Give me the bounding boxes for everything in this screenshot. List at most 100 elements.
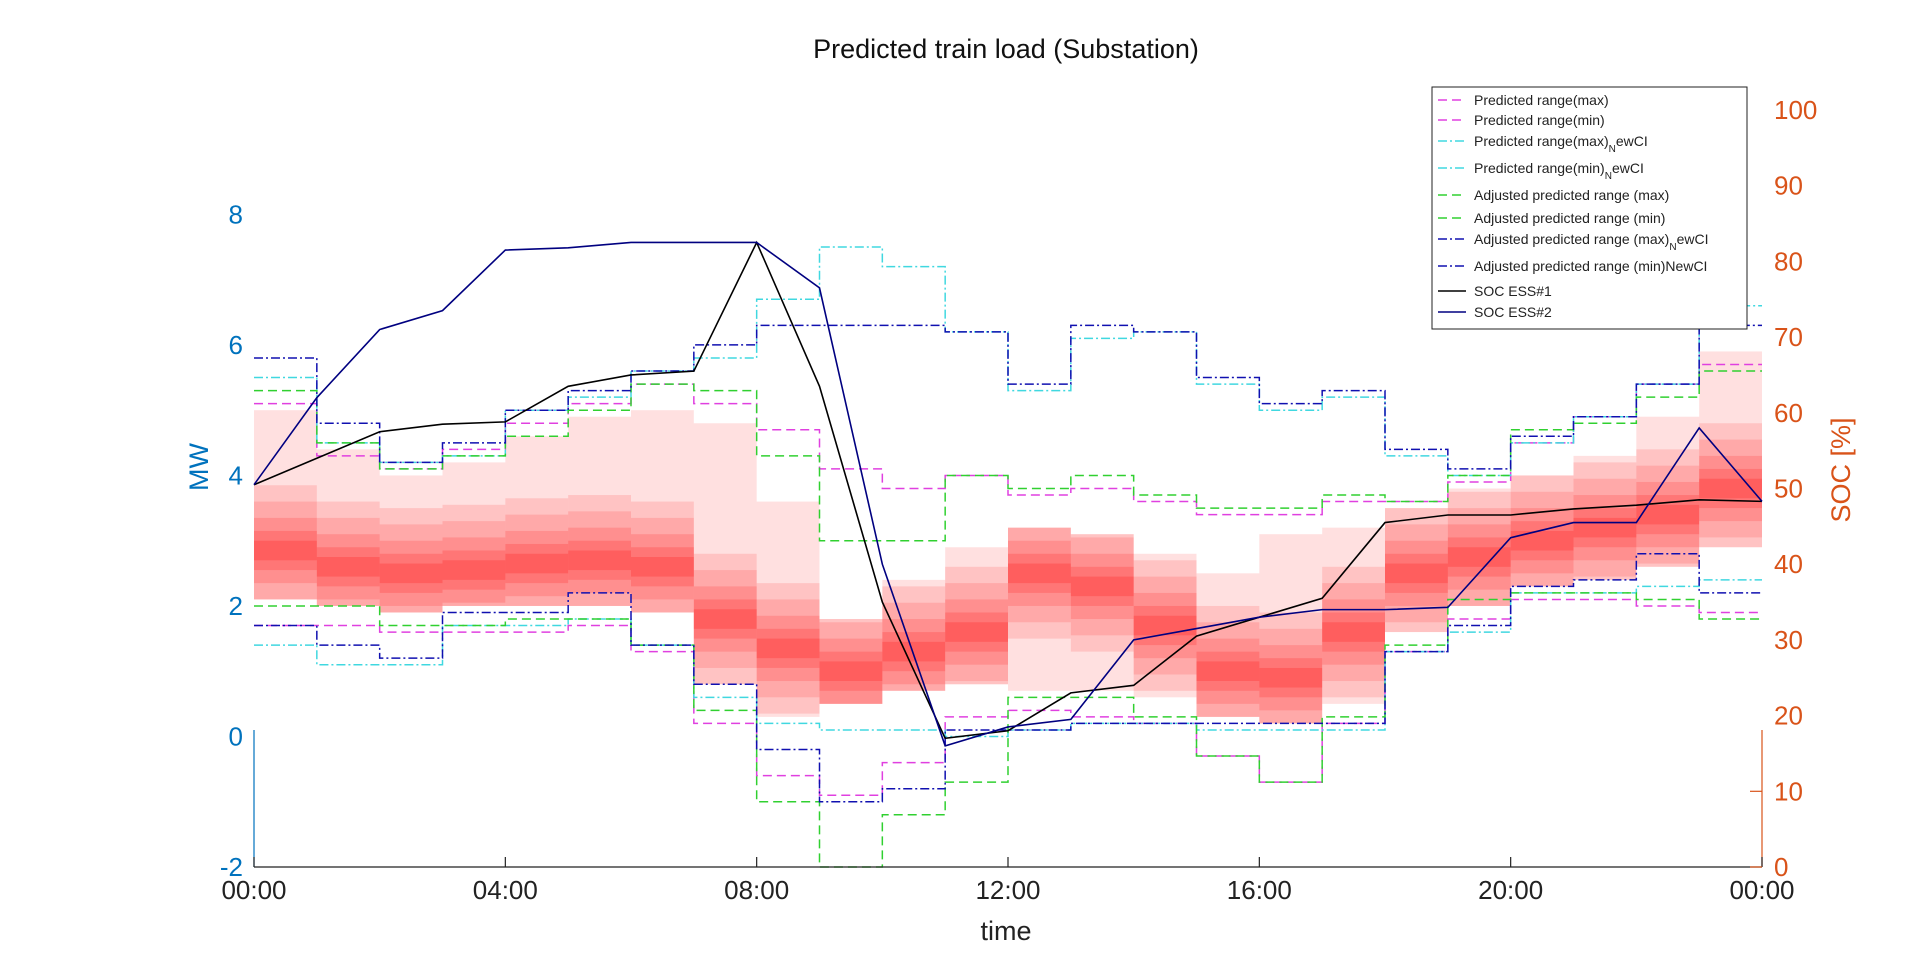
load-probability-bands xyxy=(254,351,1762,724)
band-h5-l4 xyxy=(568,550,631,571)
band-h4-l0 xyxy=(505,498,569,606)
legend-entry-4: Adjusted predicted range (max) xyxy=(1474,187,1669,203)
band-outer-h6 xyxy=(631,410,694,613)
x-tick-label: 08:00 xyxy=(724,875,789,905)
series-adjnew_min-line xyxy=(254,553,1762,803)
band-h17-l3 xyxy=(1322,612,1385,652)
band-h10-l1 xyxy=(882,602,946,691)
band-h12-l1 xyxy=(1008,527,1071,623)
series-adjnew_max-line xyxy=(254,324,1762,470)
band-h16-l3 xyxy=(1259,658,1323,698)
band-outer-h8 xyxy=(756,501,820,717)
band-h23-l4 xyxy=(1699,478,1762,499)
band-h3-l1 xyxy=(442,521,506,606)
x-axis-label: time xyxy=(980,916,1031,946)
legend-entry-6: Adjusted predicted range (max)NewCI xyxy=(1474,231,1708,253)
series-pred_min-line xyxy=(254,598,1762,796)
band-h1-l2 xyxy=(316,534,380,600)
band-h3-l0 xyxy=(442,504,506,606)
band-h18-l4 xyxy=(1385,563,1448,584)
series-adj_min-line xyxy=(254,592,1762,868)
band-h8-l0 xyxy=(756,583,820,714)
band-h20-l2 xyxy=(1510,508,1574,574)
right-y-tick-label: 100 xyxy=(1774,95,1817,125)
band-outer-h14 xyxy=(1133,553,1197,698)
legend-entry-2: Predicted range(max)NewCI xyxy=(1474,133,1648,155)
band-h5-l1 xyxy=(568,511,631,606)
legend-entry-1: Predicted range(min) xyxy=(1474,112,1605,128)
band-h19-l4 xyxy=(1447,547,1511,567)
band-h14-l0 xyxy=(1133,560,1197,691)
band-h9-l3 xyxy=(819,651,883,691)
band-h18-l3 xyxy=(1385,553,1448,593)
right-y-tick-label: 80 xyxy=(1774,246,1803,276)
series-adj_max-line xyxy=(254,370,1762,542)
right-y-tick-label: 40 xyxy=(1774,549,1803,579)
band-h13-l1 xyxy=(1070,537,1134,636)
band-h17-l4 xyxy=(1322,622,1385,642)
right-y-tick-label: 70 xyxy=(1774,322,1803,352)
band-h15-l0 xyxy=(1196,605,1260,717)
x-axis-ticks: 00:00 04:00 08:00 12:00 16:00 20:00 00:00 xyxy=(221,857,1795,905)
left-y-tick-label: 4 xyxy=(229,460,243,490)
band-h2-l3 xyxy=(379,553,443,593)
band-h8-l3 xyxy=(756,628,820,668)
band-h12-l2 xyxy=(1008,540,1071,606)
band-h15-l2 xyxy=(1196,638,1260,704)
band-h20-l1 xyxy=(1510,491,1574,587)
band-h7-l4 xyxy=(693,609,757,629)
band-h10-l4 xyxy=(882,641,946,662)
band-h11-l2 xyxy=(945,599,1008,665)
legend: Predicted range(max) Predicted range(min)… xyxy=(1431,86,1748,330)
band-h10-l0 xyxy=(882,586,946,691)
band-h3-l3 xyxy=(442,550,506,590)
band-h16-l1 xyxy=(1259,628,1323,724)
band-h8-l2 xyxy=(756,615,820,682)
band-h0-l1 xyxy=(254,501,317,600)
band-h17-l1 xyxy=(1322,583,1385,682)
band-outer-h23 xyxy=(1699,351,1762,548)
band-h18-l0 xyxy=(1385,508,1448,633)
left-y-axis-label: MW xyxy=(184,443,214,491)
band-h17-l0 xyxy=(1322,566,1385,698)
band-outer-h17 xyxy=(1322,527,1385,704)
band-outer-h18 xyxy=(1385,508,1448,633)
series-soc1-line xyxy=(253,240,1763,740)
band-h1-l1 xyxy=(316,517,380,606)
band-h11-l4 xyxy=(945,622,1008,642)
band-h0-l0 xyxy=(254,485,317,600)
left-y-tick-label: 6 xyxy=(229,330,243,360)
left-y-tick-label: 0 xyxy=(229,721,243,751)
band-h22-l1 xyxy=(1636,465,1700,564)
left-y-tick-label: -2 xyxy=(220,852,243,882)
band-h11-l0 xyxy=(945,566,1008,685)
right-y-tick-label: 90 xyxy=(1774,171,1803,201)
band-outer-h19 xyxy=(1447,488,1511,606)
band-h7-l1 xyxy=(693,570,757,668)
band-outer-h21 xyxy=(1573,455,1637,580)
band-h3-l2 xyxy=(442,537,506,603)
x-tick-label: 00:00 xyxy=(1729,875,1794,905)
axes xyxy=(253,730,1763,868)
band-h21-l3 xyxy=(1573,508,1637,548)
band-h1-l3 xyxy=(316,547,380,587)
band-h19-l2 xyxy=(1447,524,1511,590)
band-h6-l3 xyxy=(631,547,694,587)
band-h19-l1 xyxy=(1447,508,1511,606)
band-h2-l4 xyxy=(379,563,443,584)
band-h9-l2 xyxy=(819,638,883,704)
band-h7-l0 xyxy=(693,553,757,685)
chart-title: Predicted train load (Substation) xyxy=(813,34,1199,64)
band-h7-l2 xyxy=(693,586,757,652)
band-h10-l3 xyxy=(882,632,946,672)
band-h8-l1 xyxy=(756,599,820,698)
band-outer-h3 xyxy=(442,462,506,606)
band-h11-l3 xyxy=(945,612,1008,652)
band-outer-h12 xyxy=(1008,527,1071,691)
band-h5-l3 xyxy=(568,540,631,580)
band-h1-l4 xyxy=(316,557,380,577)
band-h6-l2 xyxy=(631,534,694,600)
band-h8-l4 xyxy=(756,638,820,659)
x-tick-label: 12:00 xyxy=(975,875,1040,905)
